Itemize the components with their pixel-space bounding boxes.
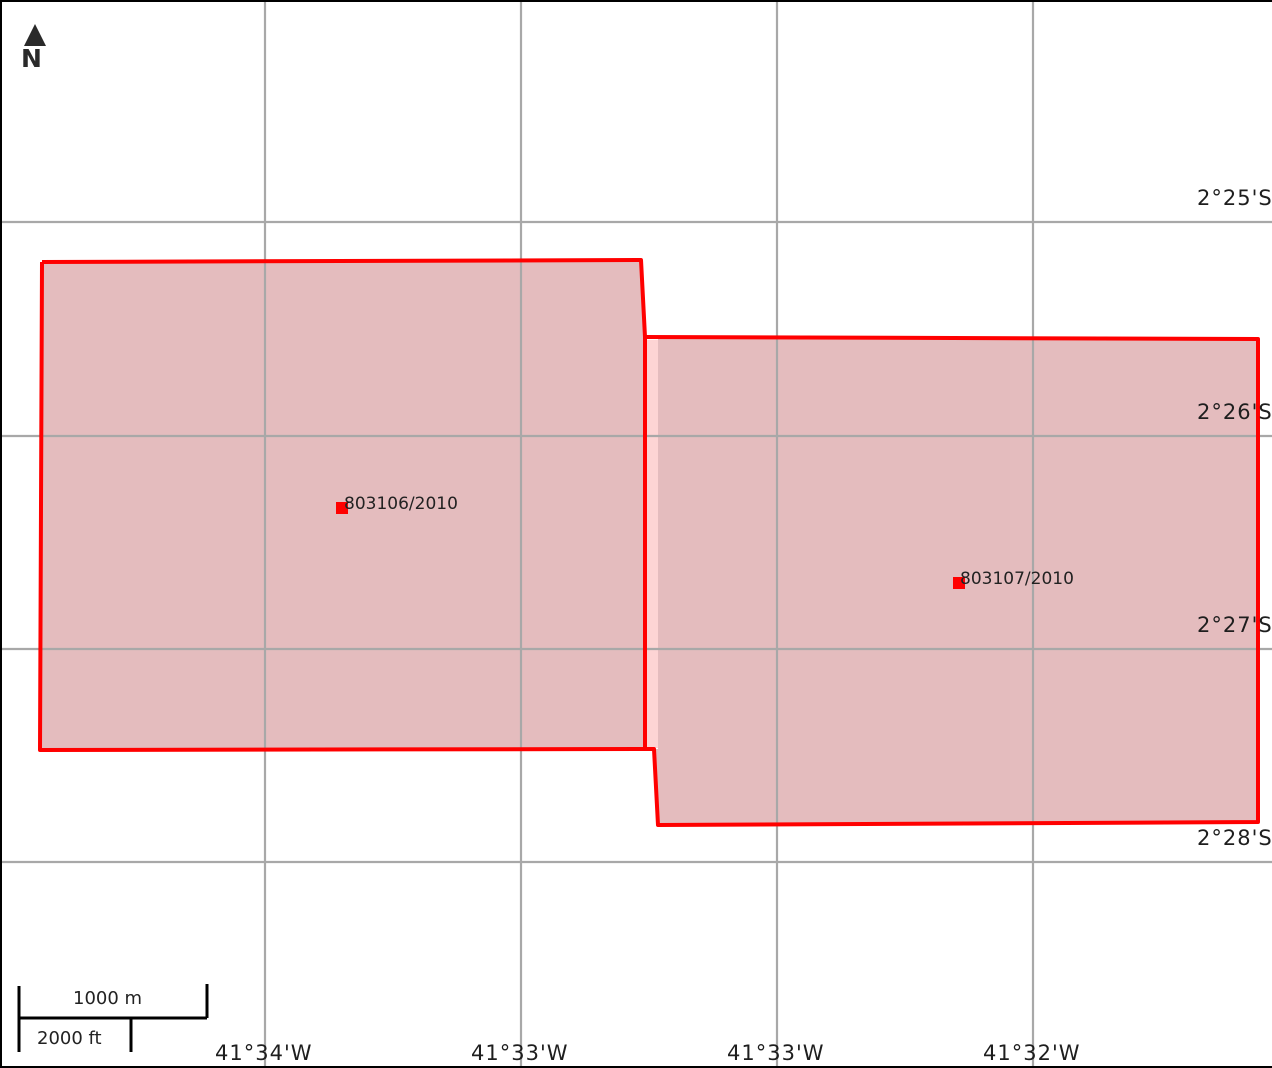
scale-bar — [17, 984, 209, 1052]
point-marker-803106[interactable] — [336, 502, 348, 514]
latitude-label: 2°25'S — [1197, 186, 1272, 210]
latitude-label: 2°26'S — [1197, 400, 1272, 424]
north-arrow-icon — [24, 24, 46, 46]
parcel-outline-803107 — [644, 335, 1260, 827]
longitude-label: 41°33'W — [727, 1041, 825, 1065]
scale-imperial-label: 2000 ft — [37, 1028, 102, 1049]
latitude-label: 2°27'S — [1197, 613, 1272, 637]
parcel-gap-strip — [644, 340, 660, 748]
parcel-outline-803106 — [38, 258, 647, 752]
parcel-label-803107: 803107/2010 — [960, 569, 1074, 589]
longitude-label: 41°32'W — [983, 1041, 1081, 1065]
scale-metric-label: 1000 m — [73, 988, 143, 1009]
point-marker-803107[interactable] — [953, 577, 965, 589]
north-label: N — [21, 44, 42, 73]
longitude-label: 41°33'W — [471, 1041, 569, 1065]
longitude-label: 41°34'W — [215, 1041, 313, 1065]
latitude-label: 2°28'S — [1197, 826, 1272, 850]
parcel-label-803106: 803106/2010 — [344, 494, 458, 514]
